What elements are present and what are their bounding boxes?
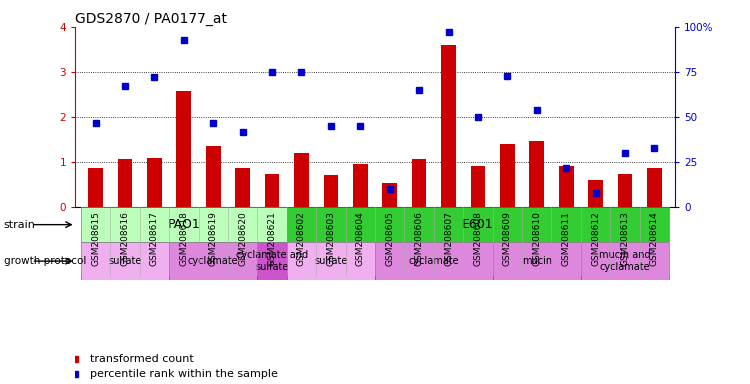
Text: GSM208604: GSM208604 xyxy=(356,211,364,266)
Text: growth protocol: growth protocol xyxy=(4,256,86,266)
Text: sulfate: sulfate xyxy=(108,256,142,266)
Text: GSM208607: GSM208607 xyxy=(444,211,453,266)
Text: strain: strain xyxy=(4,220,36,230)
Bar xyxy=(493,242,581,280)
Text: GSM208603: GSM208603 xyxy=(326,211,335,266)
Text: GDS2870 / PA0177_at: GDS2870 / PA0177_at xyxy=(75,12,227,26)
Text: GSM208602: GSM208602 xyxy=(297,211,306,266)
Bar xyxy=(294,153,309,207)
Bar xyxy=(88,168,103,207)
Bar xyxy=(286,207,669,242)
Bar xyxy=(588,180,603,207)
Bar xyxy=(382,182,397,207)
Text: GSM208614: GSM208614 xyxy=(650,211,659,266)
Bar xyxy=(470,166,485,207)
Text: sulfate: sulfate xyxy=(314,256,347,266)
Bar xyxy=(500,144,514,207)
Text: GSM208620: GSM208620 xyxy=(238,211,248,266)
Text: GSM208621: GSM208621 xyxy=(268,211,277,266)
Text: GSM208613: GSM208613 xyxy=(620,211,629,266)
Bar xyxy=(265,174,280,207)
Text: GSM208606: GSM208606 xyxy=(415,211,424,266)
Text: GSM208612: GSM208612 xyxy=(591,211,600,266)
Text: percentile rank within the sample: percentile rank within the sample xyxy=(90,369,278,379)
Text: E601: E601 xyxy=(462,218,494,231)
Bar xyxy=(647,168,662,207)
Text: cyclamate: cyclamate xyxy=(409,256,459,266)
Text: GSM208608: GSM208608 xyxy=(473,211,482,266)
Text: cyclamate and
sulfate: cyclamate and sulfate xyxy=(236,250,308,272)
Text: GSM208609: GSM208609 xyxy=(503,211,512,266)
Bar xyxy=(530,141,544,207)
Text: PAO1: PAO1 xyxy=(167,218,200,231)
Text: GSM208611: GSM208611 xyxy=(562,211,571,266)
Text: GSM208617: GSM208617 xyxy=(150,211,159,266)
Bar xyxy=(81,242,169,280)
Text: mucin and
cyclamate: mucin and cyclamate xyxy=(599,250,651,272)
Bar xyxy=(375,242,493,280)
Text: GSM208610: GSM208610 xyxy=(532,211,542,266)
Bar xyxy=(559,166,574,207)
Text: mucin: mucin xyxy=(522,256,552,266)
Text: GSM208615: GSM208615 xyxy=(91,211,100,266)
Bar xyxy=(257,242,286,280)
Bar xyxy=(206,146,220,207)
Bar xyxy=(147,158,162,207)
Text: GSM208619: GSM208619 xyxy=(209,211,218,266)
Text: GSM208605: GSM208605 xyxy=(386,211,394,266)
Bar xyxy=(81,207,286,242)
Bar xyxy=(581,242,669,280)
Bar xyxy=(169,242,257,280)
Bar xyxy=(412,159,427,207)
Bar xyxy=(618,174,632,207)
Bar xyxy=(118,159,132,207)
Bar xyxy=(353,164,368,207)
Bar xyxy=(236,168,250,207)
Text: GSM208616: GSM208616 xyxy=(121,211,130,266)
Bar xyxy=(176,91,191,207)
Bar xyxy=(323,175,338,207)
Bar xyxy=(286,242,375,280)
Text: GSM208618: GSM208618 xyxy=(179,211,188,266)
Text: transformed count: transformed count xyxy=(90,354,194,364)
Bar xyxy=(441,45,456,207)
Text: cyclamate: cyclamate xyxy=(188,256,238,266)
